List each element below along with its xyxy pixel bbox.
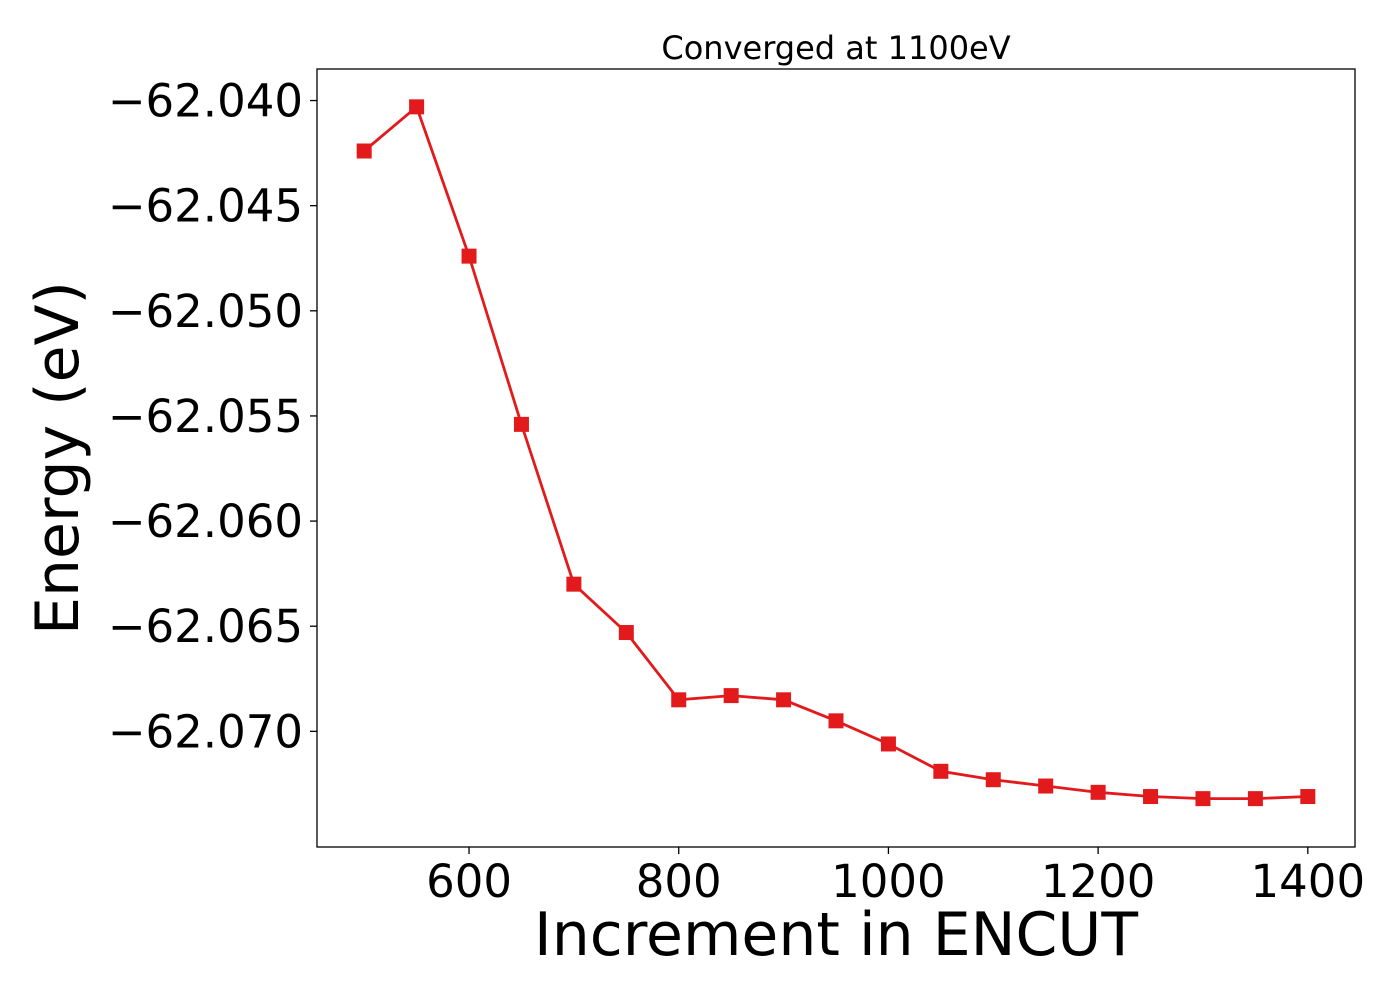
data-point	[513, 416, 529, 432]
data-point	[880, 736, 896, 752]
y-tick-label: −62.060	[108, 495, 303, 548]
series-markers	[356, 99, 1316, 807]
data-point	[933, 763, 949, 779]
x-tick-label: 800	[636, 855, 722, 908]
data-point	[1300, 789, 1316, 805]
y-tick-label: −62.040	[108, 75, 303, 128]
data-point	[461, 248, 477, 264]
y-axis-title: Energy (eV)	[23, 281, 93, 635]
x-tick-label: 1200	[1041, 855, 1156, 908]
x-tick-label: 1000	[831, 855, 946, 908]
y-tick-label: −62.055	[108, 390, 303, 443]
data-point	[618, 625, 634, 641]
plot-area	[356, 99, 1316, 807]
x-axis-ticks: 600 800 1000 1200 1400	[426, 847, 1365, 908]
x-tick-label: 1400	[1251, 855, 1366, 908]
data-point	[1143, 789, 1159, 805]
data-point	[1247, 791, 1263, 807]
data-point	[671, 692, 687, 708]
data-point	[985, 772, 1001, 788]
y-tick-label: −62.045	[108, 180, 303, 233]
y-tick-label: −62.065	[108, 600, 303, 653]
data-point	[356, 143, 372, 159]
plot-frame	[316, 68, 1356, 848]
data-point	[409, 99, 425, 115]
data-point	[566, 576, 582, 592]
data-point	[1038, 778, 1054, 794]
data-point	[1090, 784, 1106, 800]
y-axis-ticks: −62.040 −62.045 −62.050 −62.055 −62.060 −62.0…	[108, 75, 317, 758]
x-axis-title: Increment in ENCUT	[534, 900, 1138, 970]
data-point	[1195, 791, 1211, 807]
x-tick-label: 600	[426, 855, 512, 908]
y-tick-label: −62.070	[108, 705, 303, 758]
y-tick-label: −62.050	[108, 285, 303, 338]
data-point	[828, 713, 844, 729]
series-line	[363, 104, 1308, 801]
data-point	[776, 692, 792, 708]
data-point	[723, 688, 739, 704]
chart-title: Converged at 1100eV	[661, 29, 1010, 67]
